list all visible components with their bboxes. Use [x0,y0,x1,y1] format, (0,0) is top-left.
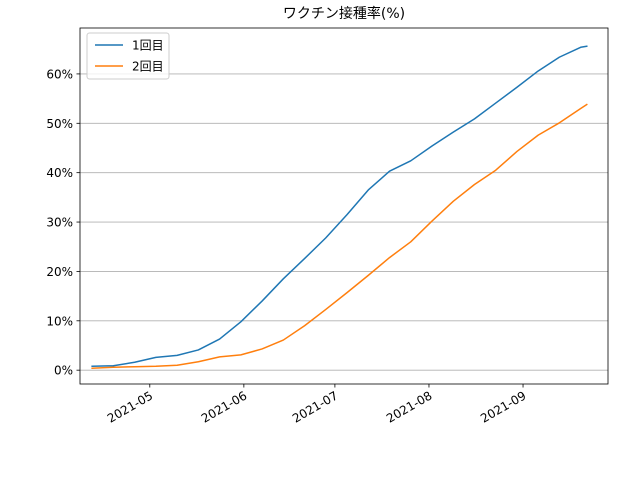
y-tick-label: 10% [46,314,73,328]
y-tick-label: 40% [46,166,73,180]
y-tick-label: 20% [46,265,73,279]
series-lines [91,45,588,369]
legend: 1回目 2回目 [86,32,170,80]
legend-label: 1回目 [132,39,164,53]
y-tick-label: 30% [46,216,73,230]
series-line-2 [91,103,588,369]
y-tick-label: 0% [54,364,73,378]
chart-title: ワクチン接種率(%) [283,5,405,22]
legend-label: 2回目 [132,60,164,74]
axes-frame [79,27,609,385]
grid-lines [80,73,608,371]
y-tick-label: 50% [46,117,73,131]
y-tick-label: 60% [46,67,73,81]
series-line-1 [91,45,588,367]
